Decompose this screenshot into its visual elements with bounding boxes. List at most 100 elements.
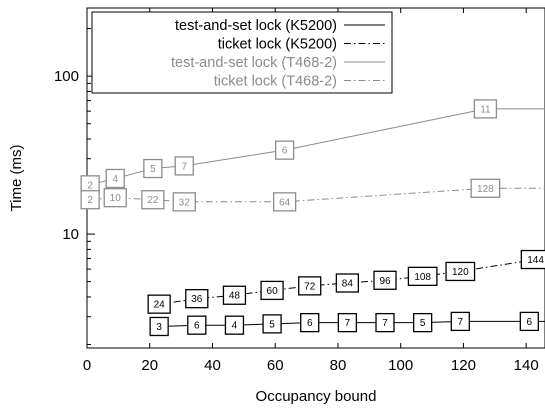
data-point-box (520, 249, 545, 270)
data-point-box (298, 276, 322, 296)
data-point: 24 (147, 294, 171, 314)
x-tick-label: 40 (204, 357, 221, 374)
data-point-label: 108 (414, 272, 431, 283)
data-point-label: 32 (179, 197, 191, 208)
data-point: 7 (337, 312, 358, 333)
x-tick-label: 20 (141, 357, 158, 374)
data-point-box (519, 311, 539, 332)
axis-ticks: 0 20 40 60 80 100 120 140 10 100 (54, 8, 539, 374)
data-point: 7 (450, 311, 470, 332)
data-point-label: 60 (267, 286, 279, 297)
x-tick-label: 100 (388, 357, 413, 374)
data-point-box (470, 178, 501, 198)
data-point-box (473, 99, 498, 119)
data-point-box (260, 280, 284, 301)
legend: test-and-set lock (K5200) ticket lock (K5… (91, 11, 393, 94)
y-axis-label: Time (ms) (8, 145, 25, 212)
data-point: 5 (143, 158, 163, 179)
data-point-label: 6 (282, 146, 288, 157)
data-point-label: 4 (112, 174, 118, 185)
data-point-box (141, 190, 165, 210)
data-point-label: 48 (229, 291, 241, 302)
data-point: 60 (260, 280, 284, 301)
data-point-box (413, 312, 433, 333)
data-point-box (335, 273, 360, 293)
data-point: 22 (141, 190, 165, 210)
x-tick-label: 80 (330, 357, 347, 374)
data-point: 120 (445, 261, 476, 282)
x-tick-label: 0 (83, 357, 91, 374)
data-point: 108 (407, 266, 438, 286)
data-point: 84 (335, 273, 360, 293)
data-point-box (222, 285, 247, 305)
data-point-box (445, 261, 476, 282)
data-point-label: 64 (279, 197, 291, 208)
data-point-label: 10 (110, 193, 122, 204)
data-point-label: 128 (477, 184, 494, 195)
x-tick-label: 140 (514, 357, 539, 374)
data-point-label: 3 (156, 322, 162, 333)
series-line-0 (159, 320, 530, 327)
x-tick-label: 60 (267, 357, 284, 374)
data-point: 6 (187, 315, 207, 335)
data-point: 5 (262, 314, 282, 334)
data-point-label: 5 (269, 319, 275, 330)
data-point-box (407, 266, 438, 286)
x-tick-label: 120 (451, 357, 476, 374)
data-point-label: 6 (307, 318, 313, 329)
data-point-label: 5 (150, 164, 156, 175)
data-point: 6 (300, 312, 320, 333)
data-point-label: 4 (232, 321, 238, 332)
data-point-label: 2 (87, 195, 93, 206)
data-point: 72 (298, 276, 322, 296)
data-point-box (143, 158, 163, 179)
data-point: 48 (222, 285, 247, 305)
data-point-label: 96 (379, 276, 391, 287)
x-axis-label: Occupancy bound (256, 388, 377, 405)
data-point-label: 6 (527, 317, 533, 328)
data-point-box (187, 315, 207, 335)
data-point-label: 36 (191, 294, 203, 305)
data-point: 128 (470, 178, 501, 198)
data-point-box (337, 312, 358, 333)
data-point-box (147, 294, 171, 314)
data-point: 10 (103, 188, 127, 208)
data-point-label: 6 (194, 321, 200, 332)
data-point-label: 22 (147, 195, 159, 206)
data-point-box (373, 270, 397, 290)
data-point-box (172, 192, 196, 212)
data-point: 4 (105, 168, 125, 189)
data-point-box (300, 312, 320, 333)
data-point: 7 (375, 312, 395, 333)
data-point: 11 (473, 99, 498, 119)
legend-label-2: test-and-set lock (T468-2) (171, 55, 337, 71)
data-point-box (105, 168, 125, 189)
data-point-box (149, 316, 169, 337)
data-point-label: 84 (342, 279, 354, 290)
series-line-1 (159, 259, 536, 305)
legend-label-1: ticket lock (K5200) (218, 37, 337, 53)
data-point-box (272, 192, 297, 212)
data-point-label: 24 (154, 300, 166, 311)
data-point-label: 11 (480, 104, 491, 115)
data-point: 96 (373, 270, 397, 290)
legend-label-3: ticket lock (T468-2) (214, 74, 337, 90)
data-point-box (174, 156, 194, 176)
data-point: 7 (174, 156, 194, 176)
data-point-box (274, 140, 295, 160)
data-point: 36 (185, 289, 209, 309)
data-point: 144 (520, 249, 545, 270)
legend-label-0: test-and-set lock (K5200) (175, 18, 337, 34)
data-point-box (375, 312, 395, 333)
data-point-label: 7 (382, 318, 388, 329)
data-point-label: 120 (452, 267, 469, 278)
data-point-box (224, 315, 245, 335)
data-point-label: 7 (181, 161, 187, 172)
data-point: 6 (519, 311, 539, 332)
data-point: 2 (80, 190, 100, 210)
data-point: 4 (224, 315, 245, 335)
data-point-box (103, 188, 127, 208)
data-point: 2 (80, 175, 100, 195)
data-point: 3 (149, 316, 169, 337)
